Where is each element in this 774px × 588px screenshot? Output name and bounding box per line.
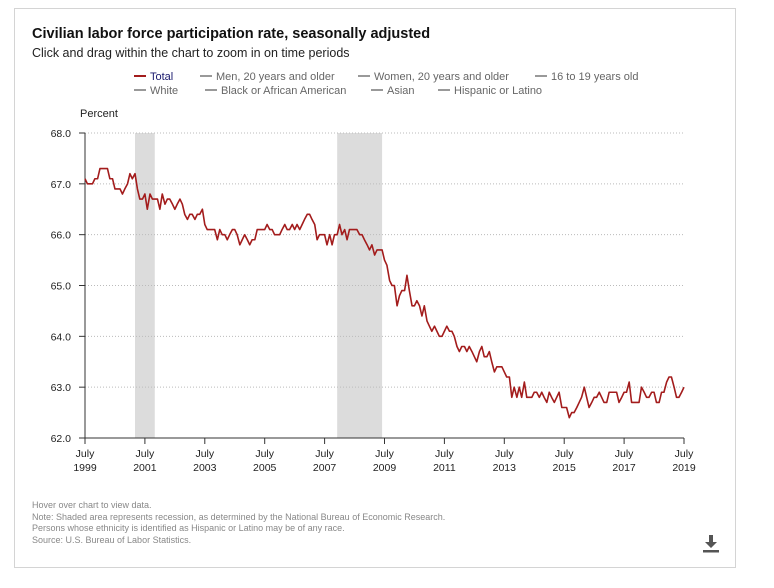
legend-label: Asian (387, 85, 415, 97)
legend-swatch (200, 75, 212, 78)
y-tick-label: 65.0 (51, 281, 72, 293)
recession-band-2 (337, 133, 383, 438)
download-button[interactable] (700, 532, 722, 554)
legend-swatch (438, 89, 450, 92)
series-line-total (84, 167, 685, 419)
x-tick-label-year: 2001 (133, 462, 157, 474)
y-axis-title: Percent (80, 108, 118, 120)
legend-swatch (358, 75, 370, 78)
legend-item-black[interactable]: Black or African American (205, 85, 346, 97)
x-tick-label-year: 1999 (73, 462, 97, 474)
y-tick-label: 64.0 (51, 331, 72, 343)
legend-swatch (535, 75, 547, 78)
line-chart[interactable]: 68.0 67.0 66.0 65.0 64.0 63.0 62.0 July 1999 July… (0, 0, 774, 500)
note-hover: Hover over chart to view data. (32, 500, 152, 510)
x-tick-label-year: 2015 (553, 462, 577, 474)
legend-item-teens[interactable]: 16 to 19 years old (535, 71, 638, 83)
x-tick-label-month: July (375, 448, 394, 460)
x-tick-label-year: 2009 (373, 462, 397, 474)
x-tick-label-month: July (675, 448, 694, 460)
y-tick-label: 62.0 (51, 433, 72, 445)
legend-item-total[interactable]: Total (134, 71, 173, 83)
x-tick-label-year: 2013 (493, 462, 517, 474)
legend-label: 16 to 19 years old (551, 71, 639, 83)
x-tick-label-month: July (315, 448, 334, 460)
x-tick-label-year: 2007 (313, 462, 337, 474)
legend-swatch (371, 89, 383, 92)
y-tick-label: 63.0 (51, 382, 72, 394)
x-tick-label-month: July (136, 448, 155, 460)
y-tick-label: 68.0 (51, 128, 72, 140)
legend-label: Women, 20 years and older (374, 71, 509, 83)
x-tick-label-year: 2011 (433, 462, 456, 474)
legend-swatch (205, 89, 217, 92)
x-tick-label-month: July (555, 448, 574, 460)
x-tick-label-month: July (195, 448, 214, 460)
x-tick-label-month: July (495, 448, 514, 460)
legend-swatch (134, 75, 146, 78)
legend-item-asian[interactable]: Asian (371, 85, 415, 97)
chart-subtitle: Click and drag within the chart to zoom … (32, 46, 350, 60)
recession-band-1 (135, 133, 155, 438)
legend-label: White (150, 85, 179, 97)
legend-item-women[interactable]: Women, 20 years and older (358, 71, 509, 83)
x-tick-label-month: July (76, 448, 95, 460)
download-icon (703, 535, 719, 553)
legend-item-men[interactable]: Men, 20 years and older (200, 71, 335, 83)
legend-label: Black or African American (221, 85, 347, 97)
x-tick-label-year: 2017 (612, 462, 636, 474)
legend-label: Total (150, 71, 174, 83)
legend-label: Men, 20 years and older (216, 71, 335, 83)
legend-swatch (134, 89, 146, 92)
x-tick-label-year: 2003 (193, 462, 217, 474)
note-recession: Note: Shaded area represents recession, … (32, 511, 446, 522)
x-tick-label-year: 2019 (672, 462, 696, 474)
y-tick-label: 66.0 (51, 230, 72, 242)
x-tick-label-month: July (255, 448, 274, 460)
legend-item-hispanic[interactable]: Hispanic or Latino (438, 85, 542, 97)
x-tick-label-month: July (615, 448, 634, 460)
chart-title: Civilian labor force participation rate,… (32, 26, 431, 42)
chart-notes: Hover over chart to view data. Note: Sha… (32, 500, 445, 546)
y-tick-label: 67.0 (51, 179, 72, 191)
legend-label: Hispanic or Latino (454, 85, 543, 97)
note-source: Source: U.S. Bureau of Labor Statistics. (32, 534, 192, 545)
legend-item-white[interactable]: White (134, 85, 178, 97)
x-tick-label-month: July (435, 448, 454, 460)
x-tick-label-year: 2005 (253, 462, 277, 474)
note-hispanic: Persons whose ethnicity is identified as… (32, 523, 345, 533)
